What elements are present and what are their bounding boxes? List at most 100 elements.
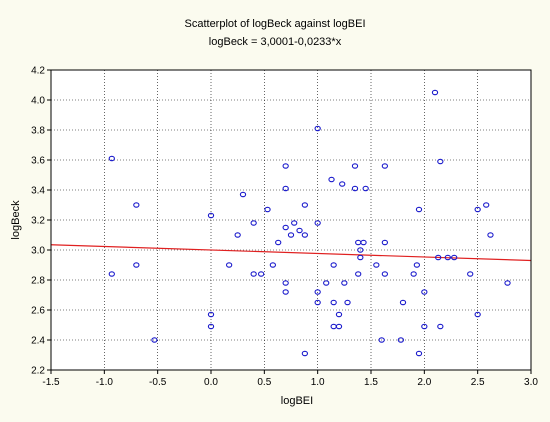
- data-point: [355, 271, 362, 277]
- data-point: [344, 299, 351, 306]
- x-tick-label: 0.0: [204, 377, 218, 388]
- data-point: [467, 271, 474, 277]
- data-point: [421, 323, 428, 330]
- x-tick-labels: -1.5 -1.0 -0.5 0.0 0.5 1.0 1.5 2.0 2.5 3.0: [42, 377, 538, 388]
- data-point: [451, 254, 458, 261]
- data-point: [474, 206, 481, 213]
- data-point: [314, 289, 321, 295]
- axis-ticks: [47, 69, 532, 374]
- y-tick-labels: 2.2 2.4 2.6 2.8 3.0 3.2 3.4 3.6 3.8 4.0 4.2: [31, 66, 45, 377]
- data-point: [225, 262, 233, 268]
- data-point: [335, 311, 343, 318]
- y-tick-label: 2.6: [31, 306, 45, 317]
- data-point: [415, 350, 423, 357]
- data-point: [282, 224, 289, 231]
- y-tick-label: 3.6: [31, 156, 45, 167]
- data-point: [373, 262, 380, 268]
- data-point: [133, 202, 140, 208]
- data-point: [330, 262, 337, 268]
- x-tick-label: -1.5: [42, 377, 60, 388]
- y-tick-label: 2.4: [31, 336, 45, 347]
- x-tick-label: 3.0: [524, 377, 538, 388]
- y-tick-label: 2.8: [31, 276, 45, 287]
- data-point: [413, 262, 421, 268]
- y-tick-label: 2.2: [31, 366, 45, 377]
- data-point: [431, 89, 439, 96]
- data-point: [437, 323, 444, 330]
- y-tick-label: 4.0: [31, 96, 45, 107]
- data-point: [330, 299, 337, 306]
- data-point: [314, 299, 321, 306]
- y-tick-label: 3.4: [31, 186, 45, 197]
- regression-line: [50, 244, 532, 262]
- data-point: [282, 280, 289, 286]
- data-point: [328, 176, 335, 183]
- y-axis-label: logBeck: [10, 200, 22, 240]
- data-points: [108, 89, 511, 357]
- data-point: [357, 247, 364, 253]
- data-point: [504, 280, 511, 286]
- data-point: [435, 254, 442, 261]
- data-point: [360, 239, 367, 246]
- regression-line-group: [50, 244, 532, 262]
- data-point: [351, 163, 359, 169]
- data-point: [487, 232, 494, 238]
- data-point: [291, 220, 298, 226]
- data-point: [282, 163, 289, 169]
- data-point: [397, 337, 405, 343]
- data-point: [351, 185, 359, 192]
- data-point: [207, 212, 215, 219]
- data-point: [415, 206, 423, 213]
- y-tick-label: 4.2: [31, 66, 45, 77]
- data-point: [399, 299, 407, 306]
- x-tick-label: -0.5: [149, 377, 167, 388]
- data-point: [437, 158, 444, 165]
- y-tick-label: 3.8: [31, 126, 45, 137]
- x-tick-label: 2.0: [417, 377, 431, 388]
- data-point: [250, 271, 257, 277]
- x-tick-label: 0.5: [257, 377, 271, 388]
- data-point: [410, 271, 417, 277]
- data-point: [250, 220, 257, 226]
- plot-border: [50, 69, 532, 371]
- data-point: [257, 271, 265, 277]
- data-point: [339, 181, 346, 187]
- data-point: [323, 280, 330, 286]
- data-point: [421, 289, 428, 295]
- data-point: [282, 185, 289, 192]
- data-point: [314, 125, 321, 132]
- data-point: [239, 191, 247, 198]
- x-tick-label: 1.5: [364, 377, 378, 388]
- data-point: [357, 254, 364, 261]
- data-point: [301, 350, 309, 357]
- x-axis-label: logBEI: [281, 395, 313, 407]
- data-point: [381, 239, 389, 246]
- data-point: [474, 311, 481, 318]
- data-point: [314, 220, 321, 226]
- chart-title: Scatterplot of logBeck against logBEI: [185, 18, 366, 30]
- data-point: [108, 155, 115, 162]
- data-point: [341, 280, 348, 286]
- data-point: [269, 262, 277, 268]
- data-point: [296, 227, 303, 234]
- data-point: [381, 163, 389, 169]
- data-point: [301, 232, 309, 238]
- data-point: [301, 202, 309, 208]
- data-point: [264, 206, 271, 213]
- data-point: [335, 323, 343, 330]
- data-point: [207, 323, 215, 330]
- data-point: [133, 262, 140, 268]
- data-point: [444, 254, 451, 261]
- data-point: [282, 289, 289, 295]
- data-point: [483, 202, 490, 208]
- y-tick-label: 3.2: [31, 216, 45, 227]
- grid-lines: [51, 70, 531, 370]
- x-tick-label: 1.0: [311, 377, 325, 388]
- data-point: [108, 271, 115, 277]
- data-point: [378, 337, 385, 343]
- data-point: [287, 232, 295, 238]
- x-tick-label: 2.5: [471, 377, 485, 388]
- data-point: [362, 185, 369, 192]
- chart-subtitle: logBeck = 3,0001-0,0233*x: [209, 36, 342, 48]
